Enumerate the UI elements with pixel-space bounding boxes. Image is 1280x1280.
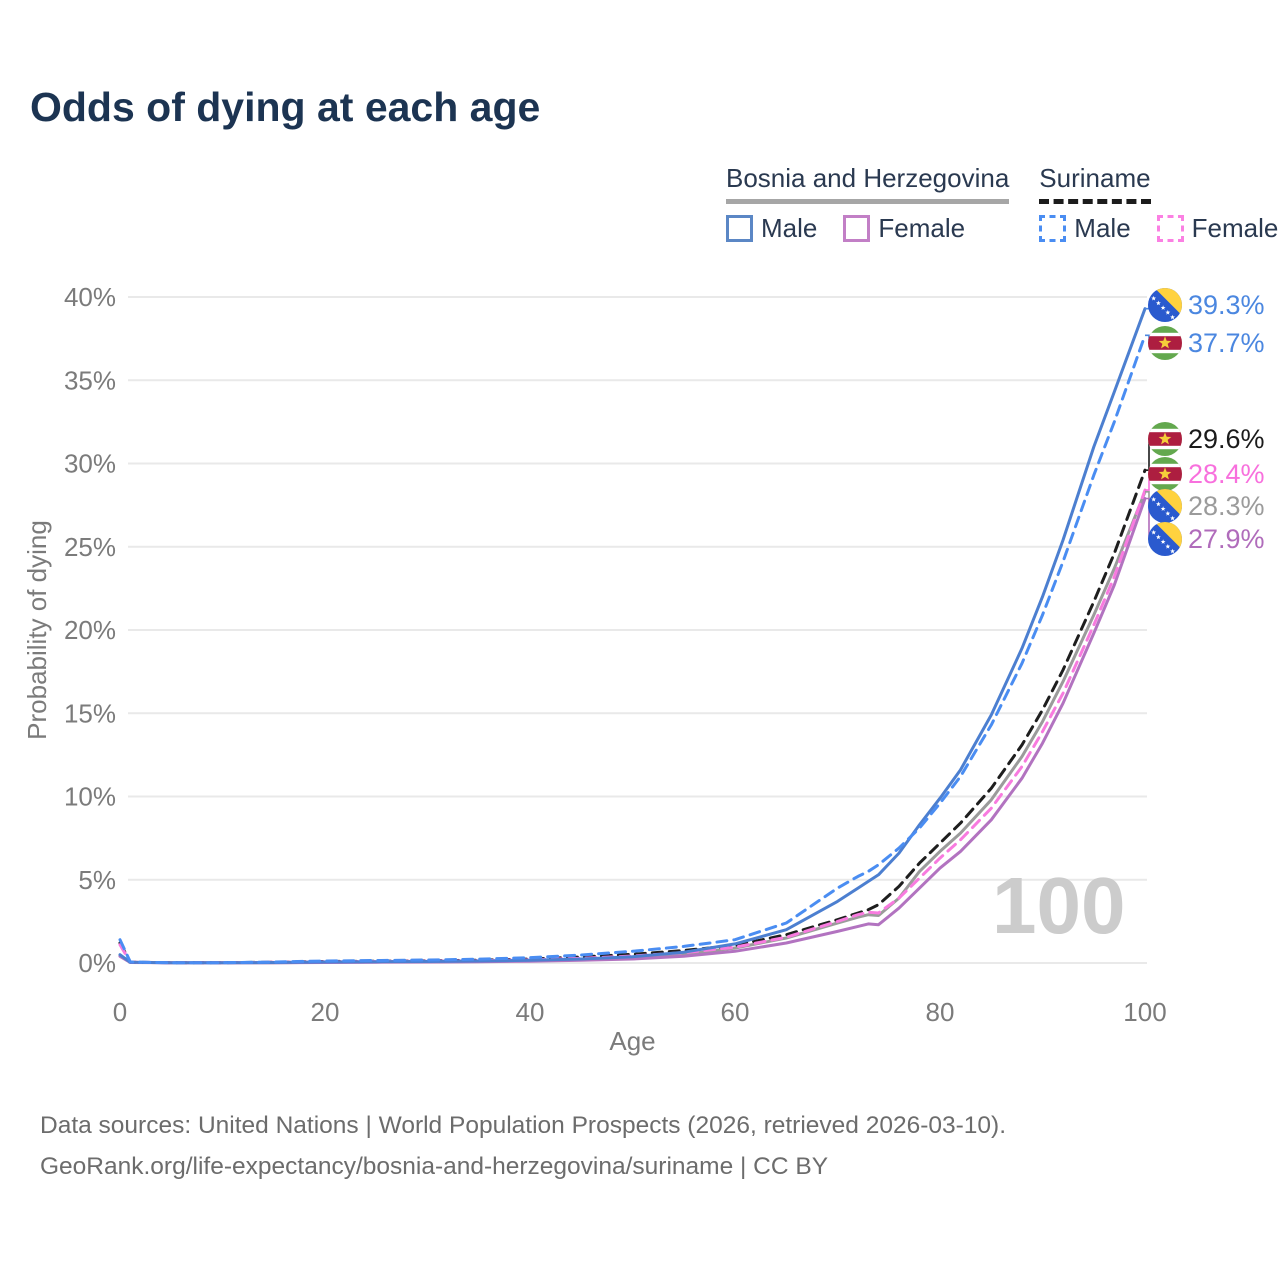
bosnia-flag-icon	[1148, 522, 1182, 556]
y-axis-title: Probability of dying	[22, 520, 52, 740]
dashed-line-swatch	[1156, 215, 1184, 242]
bosnia-flag-icon	[1148, 288, 1182, 322]
legend-item-suriname-female[interactable]: Female	[1156, 213, 1279, 244]
legend-item-bosnia-male[interactable]: Male	[726, 213, 817, 244]
dashed-line-swatch	[1039, 215, 1067, 242]
x-tick-label: 100	[1123, 997, 1166, 1027]
legend-item-label: Female	[1191, 213, 1279, 243]
legend-country-suriname[interactable]: Suriname	[1039, 163, 1151, 204]
end-label-value: 39.3%	[1188, 289, 1265, 320]
attribution-line: GeoRank.org/life-expectancy/bosnia-and-h…	[40, 1153, 829, 1180]
legend: Bosnia and Herzegovina Male Female Surin…	[726, 163, 1278, 244]
y-tick-label: 25%	[64, 532, 116, 562]
legend-group-bosnia: Bosnia and Herzegovina Male Female	[726, 163, 1010, 244]
legend-item-bosnia-female[interactable]: Female	[843, 213, 965, 244]
end-label-value: 28.3%	[1188, 490, 1265, 521]
end-label-suriname-all: 29.6%	[1148, 422, 1265, 456]
data-sources-line: Data sources: United Nations | World Pop…	[40, 1112, 1007, 1139]
x-axis-title: Age	[609, 1026, 655, 1056]
x-tick-label: 80	[926, 997, 955, 1027]
solid-line-swatch	[726, 215, 753, 242]
solid-line-swatch	[843, 215, 871, 242]
footer: Data sources: United Nations | World Pop…	[40, 1105, 1006, 1187]
age-indicator-watermark: 100	[992, 861, 1126, 950]
legend-item-label: Male	[761, 213, 818, 243]
legend-row-suriname: Male Female	[1039, 213, 1278, 244]
x-tick-label: 0	[113, 997, 127, 1027]
y-tick-label: 5%	[78, 865, 116, 895]
y-tick-label: 10%	[64, 782, 116, 812]
end-label-bosnia-female: 27.9%	[1148, 522, 1265, 556]
end-label-value: 27.9%	[1188, 523, 1265, 554]
end-label-suriname-male: 37.7%	[1148, 326, 1265, 360]
y-tick-label: 30%	[64, 449, 116, 479]
end-label-value: 29.6%	[1188, 423, 1265, 454]
legend-group-suriname: Suriname Male Female	[1039, 163, 1278, 244]
y-tick-label: 0%	[78, 948, 116, 978]
x-tick-label: 60	[721, 997, 750, 1027]
legend-item-label: Female	[878, 213, 966, 243]
y-tick-label: 20%	[64, 615, 116, 645]
end-label-value: 37.7%	[1188, 327, 1265, 358]
suriname-flag-icon	[1148, 422, 1182, 456]
suriname-flag-icon	[1148, 326, 1182, 360]
y-tick-label: 35%	[64, 365, 116, 395]
bosnia-flag-icon	[1148, 489, 1182, 523]
y-tick-label: 15%	[64, 698, 116, 728]
legend-country-bosnia[interactable]: Bosnia and Herzegovina	[726, 163, 1010, 204]
legend-row-bosnia: Male Female	[726, 213, 1009, 244]
y-tick-label: 40%	[64, 282, 116, 312]
x-tick-label: 40	[516, 997, 545, 1027]
page-title: Odds of dying at each age	[30, 84, 541, 130]
x-tick-label: 20	[311, 997, 340, 1027]
end-label-bosnia-male: 39.3%	[1148, 288, 1265, 322]
series-line-suriname-male[interactable]	[118, 333, 1147, 965]
legend-item-suriname-male[interactable]: Male	[1039, 213, 1131, 244]
end-label-suriname-female: 28.4%	[1148, 457, 1265, 491]
end-label-bosnia-all: 28.3%	[1148, 489, 1265, 523]
suriname-flag-icon	[1148, 457, 1182, 491]
legend-item-label: Male	[1074, 213, 1131, 243]
end-label-value: 28.4%	[1188, 458, 1265, 489]
